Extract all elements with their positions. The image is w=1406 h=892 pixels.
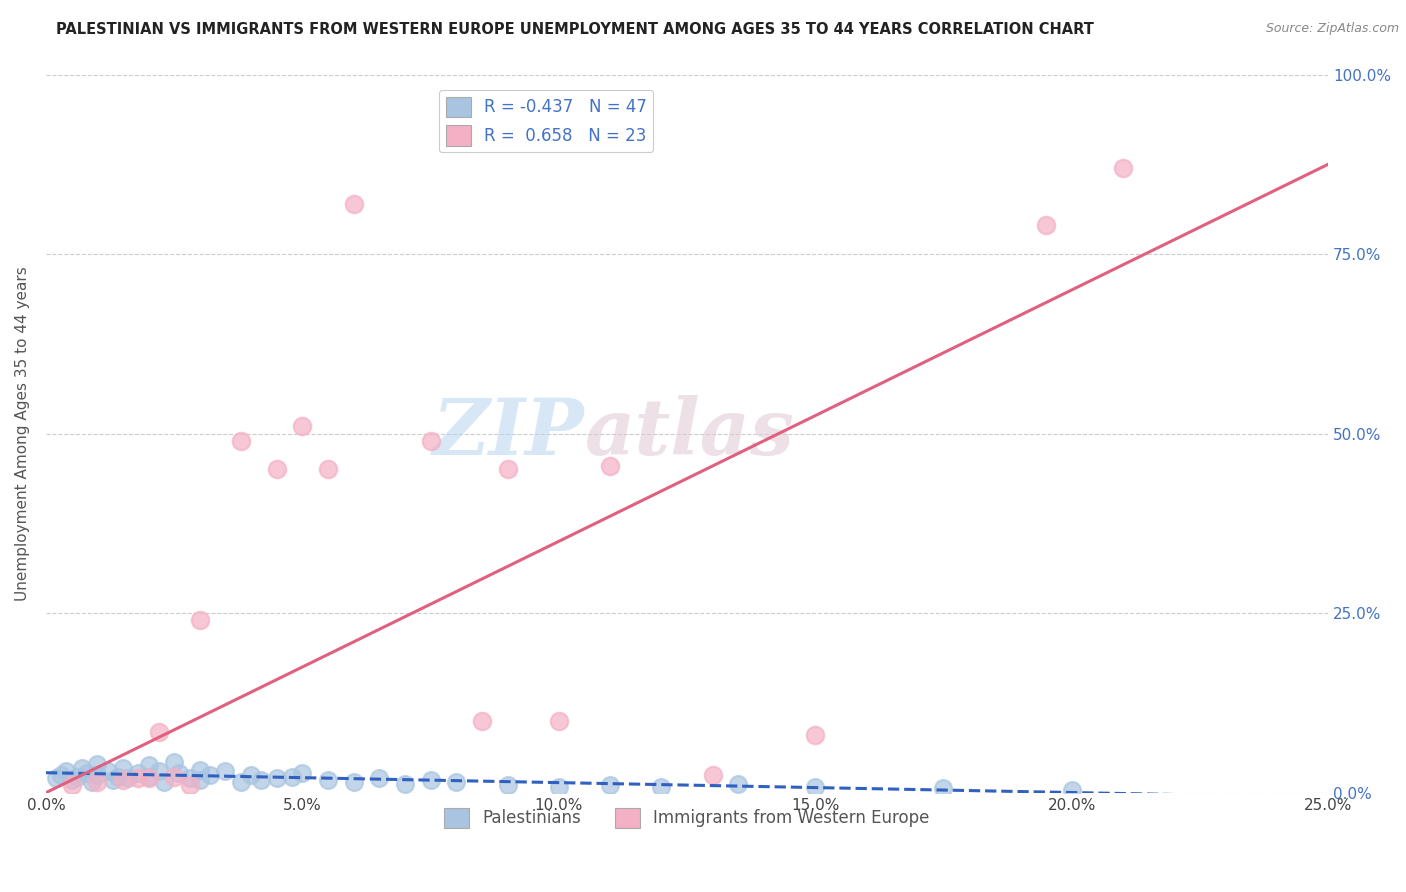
Point	[55, 764, 77, 778]
Point	[343, 196, 366, 211]
Point	[471, 714, 494, 728]
Point	[368, 772, 391, 786]
Point	[547, 714, 569, 728]
Point	[163, 756, 186, 770]
Point	[96, 764, 118, 778]
Point	[111, 772, 134, 787]
Point	[281, 770, 304, 784]
Point	[188, 772, 211, 787]
Point	[496, 779, 519, 793]
Point	[60, 772, 83, 787]
Point	[343, 775, 366, 789]
Point	[316, 462, 339, 476]
Point	[70, 760, 93, 774]
Point	[76, 765, 98, 780]
Point	[266, 462, 288, 476]
Point	[138, 758, 160, 772]
Text: Source: ZipAtlas.com: Source: ZipAtlas.com	[1265, 22, 1399, 36]
Point	[419, 772, 441, 787]
Point	[86, 775, 108, 789]
Point	[229, 434, 252, 448]
Point	[727, 777, 749, 791]
Point	[496, 462, 519, 476]
Point	[650, 780, 672, 794]
Point	[179, 772, 201, 786]
Point	[51, 767, 73, 781]
Point	[188, 763, 211, 777]
Y-axis label: Unemployment Among Ages 35 to 44 years: Unemployment Among Ages 35 to 44 years	[15, 266, 30, 601]
Point	[107, 770, 129, 784]
Point	[702, 767, 724, 781]
Point	[1112, 161, 1135, 175]
Point	[60, 779, 83, 793]
Point	[82, 775, 104, 789]
Point	[316, 772, 339, 787]
Point	[163, 770, 186, 784]
Point	[138, 770, 160, 784]
Legend: Palestinians, Immigrants from Western Europe: Palestinians, Immigrants from Western Eu…	[437, 801, 936, 835]
Point	[932, 781, 955, 796]
Point	[291, 765, 314, 780]
Point	[804, 728, 827, 742]
Point	[1060, 782, 1083, 797]
Point	[188, 613, 211, 627]
Text: ZIP: ZIP	[433, 395, 585, 472]
Point	[599, 779, 621, 793]
Point	[86, 756, 108, 771]
Point	[250, 772, 273, 787]
Point	[127, 765, 149, 780]
Point	[198, 767, 221, 781]
Point	[240, 767, 263, 781]
Point	[138, 772, 160, 786]
Point	[214, 764, 236, 778]
Point	[153, 775, 176, 789]
Point	[127, 772, 149, 786]
Point	[111, 760, 134, 774]
Point	[117, 772, 139, 786]
Point	[66, 770, 89, 784]
Point	[1035, 219, 1057, 233]
Point	[419, 434, 441, 448]
Point	[148, 764, 170, 778]
Point	[804, 780, 827, 794]
Point	[86, 767, 108, 781]
Point	[599, 458, 621, 473]
Point	[45, 772, 67, 786]
Text: atlas: atlas	[585, 395, 794, 472]
Point	[291, 419, 314, 434]
Point	[394, 777, 416, 791]
Point	[169, 765, 191, 780]
Point	[266, 772, 288, 786]
Point	[547, 780, 569, 794]
Point	[229, 775, 252, 789]
Point	[179, 779, 201, 793]
Point	[101, 772, 124, 787]
Point	[148, 724, 170, 739]
Text: PALESTINIAN VS IMMIGRANTS FROM WESTERN EUROPE UNEMPLOYMENT AMONG AGES 35 TO 44 Y: PALESTINIAN VS IMMIGRANTS FROM WESTERN E…	[56, 22, 1094, 37]
Point	[446, 775, 468, 789]
